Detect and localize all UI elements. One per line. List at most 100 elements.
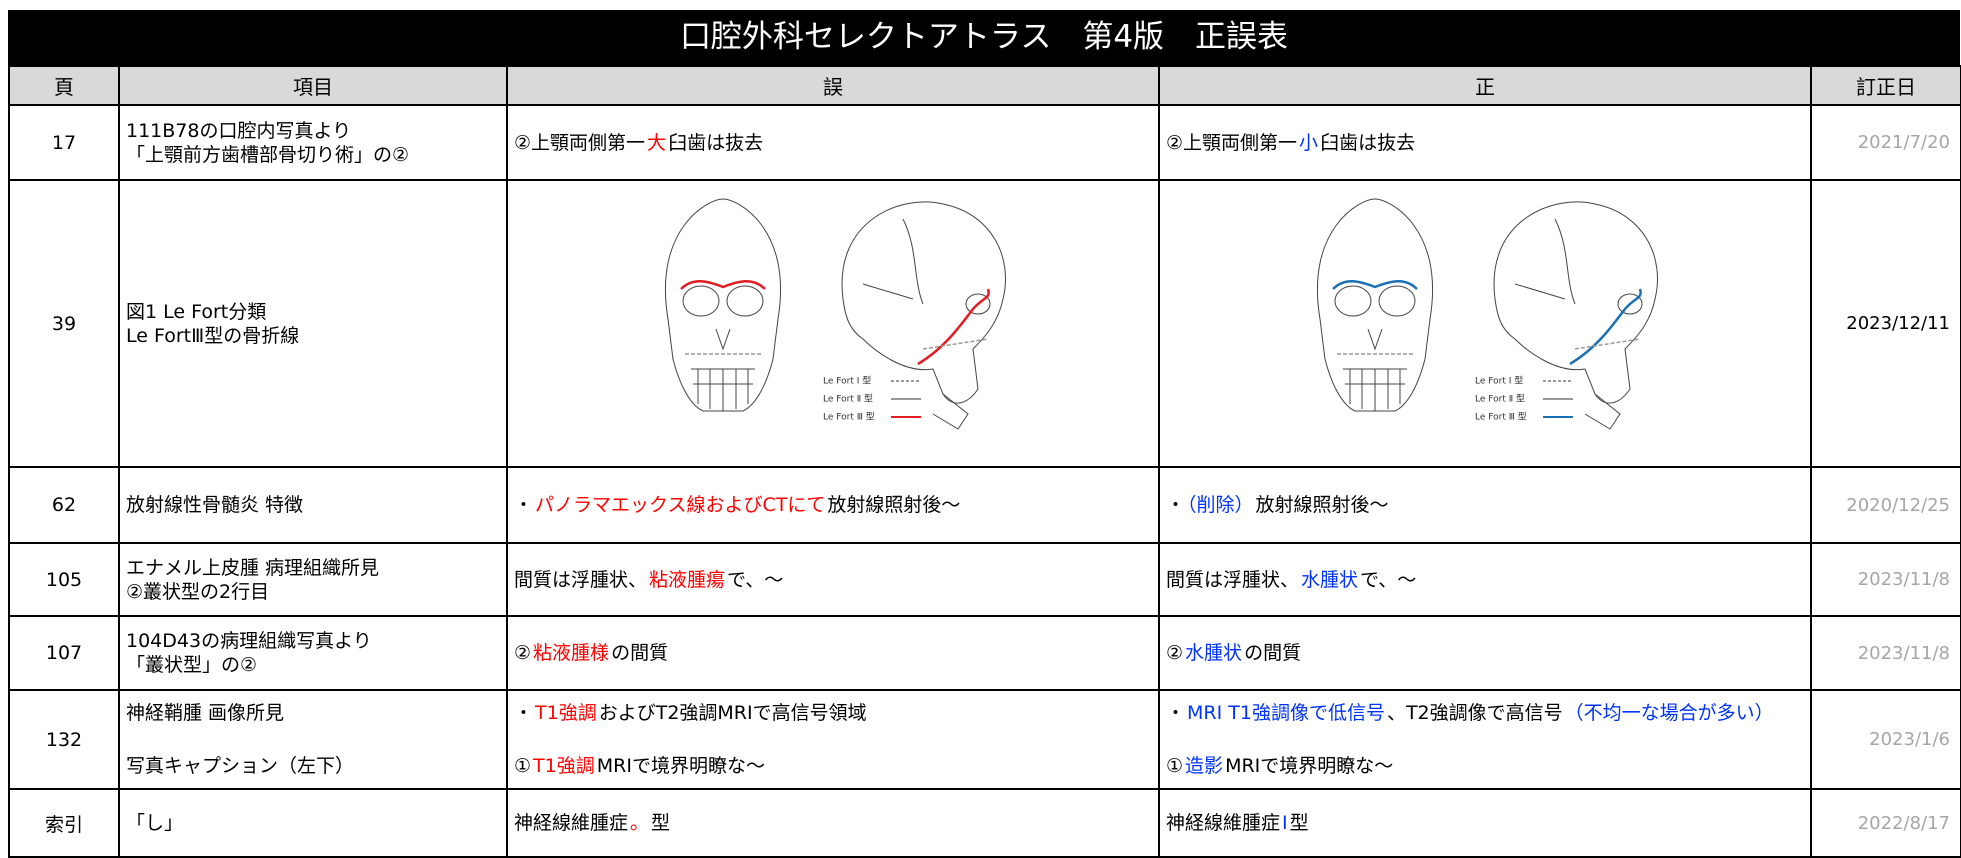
correction-highlight: 造影 bbox=[1185, 755, 1224, 777]
text-segment: ②上顎両側第一 bbox=[514, 131, 646, 154]
text-segment: 神経線維腫症 bbox=[514, 812, 629, 834]
cell-lines: ② 水腫状 の間質 bbox=[1166, 641, 1804, 665]
text-segment: ② bbox=[1166, 642, 1184, 664]
page: 口腔外科セレクトアトラス 第4版 正誤表 頁項目誤正訂正日 17 111B78の口… bbox=[8, 10, 1961, 858]
text-line: ② 粘液腫様 の間質 bbox=[514, 641, 1152, 665]
cell-lines: ・ MRI T1強調像で低信号 、T2強調像で高信号 （不均一な場合が多い） ① 造影 MR… bbox=[1166, 692, 1804, 787]
item-cell: 放射線性骨髄炎 特徴 bbox=[118, 466, 508, 544]
page-cell: 132 bbox=[8, 689, 120, 790]
table-row: 105 エナメル上皮腫 病理組織所見 ②叢状型の2行目 間質は浮腫状、 粘液腫瘍 で、～間… bbox=[8, 542, 1961, 617]
legend-label: Le Fort Ⅲ 型 bbox=[823, 411, 875, 422]
correction-highlight: T1強調 bbox=[535, 702, 597, 724]
skull-drawing bbox=[1569, 288, 1642, 365]
cell-lines: 間質は浮腫状、 水腫状 で、～ bbox=[1166, 568, 1804, 592]
text-segment: ① bbox=[1166, 755, 1184, 777]
table-row: 132 神経鞘腫 画像所見 写真キャプション（左下）・ T1強調 およびT2強調MRIで… bbox=[8, 689, 1961, 790]
text-segment: 型 bbox=[651, 812, 671, 834]
text-segment: で、～ bbox=[727, 568, 784, 591]
text-segment: ② bbox=[514, 642, 532, 664]
text-line: 111B78の口腔内写真より bbox=[126, 119, 352, 142]
text-line: 「し」 bbox=[126, 812, 184, 834]
item-cell: 「し」 bbox=[118, 788, 508, 858]
column-header: 頁 bbox=[8, 65, 120, 106]
text-segment: ・ bbox=[1166, 702, 1186, 724]
text-line: 放射線性骨髄炎 特徴 bbox=[126, 494, 304, 516]
cell-lines: ②上顎両側第一大臼歯は抜去 bbox=[514, 131, 1152, 155]
text-segment: 放射線照射後～ bbox=[1255, 494, 1389, 516]
skull-drawing bbox=[862, 218, 969, 430]
date-cell: 2023/11/8 bbox=[1810, 615, 1961, 691]
cell-lines: 111B78の口腔内写真より 「上顎前方歯槽部骨切り術」の② bbox=[126, 119, 500, 167]
cell-lines: 放射線性骨髄炎 特徴 bbox=[126, 493, 500, 517]
legend-label: Le Fort Ⅰ 型 bbox=[1475, 375, 1523, 386]
skull-drawing bbox=[1332, 279, 1418, 290]
wrong-cell: Le Fort Ⅰ 型 Le Fort Ⅱ 型 Le Fort Ⅲ 型 bbox=[506, 179, 1160, 468]
legend-label: Le Fort Ⅱ 型 bbox=[1475, 393, 1525, 404]
text-segment: MRIで境界明瞭な～ bbox=[1225, 755, 1394, 777]
skull-drawing bbox=[665, 197, 781, 411]
text-line: 間質は浮腫状、 水腫状 で、～ bbox=[1166, 568, 1804, 592]
column-header: 項目 bbox=[118, 65, 508, 106]
text-line: エナメル上皮腫 病理組織所見 bbox=[126, 556, 380, 579]
date-cell: 2022/8/17 bbox=[1810, 788, 1961, 858]
text-segment: MRIで境界明瞭な～ bbox=[596, 755, 765, 777]
legend-label: Le Fort Ⅲ 型 bbox=[1475, 411, 1527, 422]
cell-lines: 104D43の病理組織写真より 「叢状型」の② bbox=[126, 629, 500, 677]
text-segment: の間質 bbox=[611, 642, 669, 664]
correction-highlight: 。 bbox=[630, 812, 650, 834]
right-cell: 間質は浮腫状、 水腫状 で、～ bbox=[1158, 542, 1812, 617]
text-line: ・パノラマエックス線およびCTにて 放射線照射後～ bbox=[514, 493, 1152, 517]
text-segment: 、T2強調像で高信号 bbox=[1386, 702, 1563, 724]
page-cell: 17 bbox=[8, 104, 120, 181]
text-line: 写真キャプション（左下） bbox=[126, 755, 355, 777]
text-line: 図1 Le Fort分類 bbox=[126, 300, 267, 323]
skull-drawing bbox=[965, 293, 991, 314]
text-segment: 間質は浮腫状、 bbox=[514, 568, 648, 591]
skull-drawing bbox=[1514, 218, 1621, 430]
text-line: ・ T1強調 およびT2強調MRIで高信号領域 bbox=[514, 701, 1152, 725]
skull-drawing bbox=[726, 285, 764, 316]
cell-lines: 図1 Le Fort分類 Le FortⅢ型の骨折線 bbox=[126, 300, 500, 348]
item-cell: 104D43の病理組織写真より 「叢状型」の② bbox=[118, 615, 508, 691]
wrong-cell: ② 粘液腫様 の間質 bbox=[506, 615, 1160, 691]
correction-highlight: MRI T1強調像で低信号 bbox=[1187, 702, 1385, 724]
correction-highlight: パノラマエックス線およびCTにて bbox=[535, 494, 826, 516]
text-line: ・ MRI T1強調像で低信号 、T2強調像で高信号 （不均一な場合が多い） bbox=[1166, 701, 1804, 725]
skull-drawing bbox=[680, 279, 766, 290]
item-cell: エナメル上皮腫 病理組織所見 ②叢状型の2行目 bbox=[118, 542, 508, 617]
cell-lines: エナメル上皮腫 病理組織所見 ②叢状型の2行目 bbox=[126, 556, 500, 604]
skull-drawing bbox=[1317, 197, 1433, 411]
date-cell: 2023/12/11 bbox=[1810, 179, 1961, 468]
cell-lines: ・パノラマエックス線およびCTにて 放射線照射後～ bbox=[514, 493, 1152, 517]
le-fort-figure: Le Fort Ⅰ 型 Le Fort Ⅱ 型 Le Fort Ⅲ 型 bbox=[665, 197, 1006, 430]
text-segment: およびT2強調MRIで高信号領域 bbox=[598, 702, 867, 724]
text-line: 神経線維腫症。型 bbox=[514, 811, 1152, 835]
cell-lines: ② 粘液腫様 の間質 bbox=[514, 641, 1152, 665]
text-segment: 放射線照射後～ bbox=[827, 494, 961, 516]
page-cell: 62 bbox=[8, 466, 120, 544]
text-segment: 臼歯は抜去 bbox=[1320, 131, 1416, 154]
right-cell: ② 水腫状 の間質 bbox=[1158, 615, 1812, 691]
skull-drawing bbox=[691, 328, 755, 411]
item-cell: 図1 Le Fort分類 Le FortⅢ型の骨折線 bbox=[118, 179, 508, 468]
cell-lines: ・ T1強調 およびT2強調MRIで高信号領域 ① T1強調 MRIで境界明瞭な～ bbox=[514, 692, 1152, 787]
wrong-cell: 間質は浮腫状、 粘液腫瘍 で、～ bbox=[506, 542, 1160, 617]
correction-highlight: Ⅰ bbox=[1282, 812, 1288, 834]
page-cell: 107 bbox=[8, 615, 120, 691]
text-segment: 型 bbox=[1289, 812, 1309, 834]
text-line: 104D43の病理組織写真より bbox=[126, 630, 372, 652]
cell-lines: ②上顎両側第一小臼歯は抜去 bbox=[1166, 131, 1804, 155]
text-line: ②上顎両側第一大臼歯は抜去 bbox=[514, 131, 1152, 155]
text-line: 間質は浮腫状、 粘液腫瘍 で、～ bbox=[514, 568, 1152, 592]
cell-lines: 神経鞘腫 画像所見 写真キャプション（左下） bbox=[126, 692, 500, 787]
text-segment: 臼歯は抜去 bbox=[668, 131, 764, 154]
column-header: 正 bbox=[1158, 65, 1812, 106]
text-line: ・（削除） 放射線照射後～ bbox=[1166, 493, 1804, 517]
title: 口腔外科セレクトアトラス 第4版 正誤表 bbox=[8, 10, 1960, 65]
text-segment: 神経線維腫症 bbox=[1166, 812, 1281, 834]
correction-highlight: 大 bbox=[647, 131, 667, 154]
text-line: ① T1強調 MRIで境界明瞭な～ bbox=[514, 754, 1152, 778]
correction-highlight: 水腫状 bbox=[1301, 568, 1359, 591]
date-cell: 2023/1/6 bbox=[1810, 689, 1961, 790]
skull-drawing bbox=[922, 337, 989, 350]
